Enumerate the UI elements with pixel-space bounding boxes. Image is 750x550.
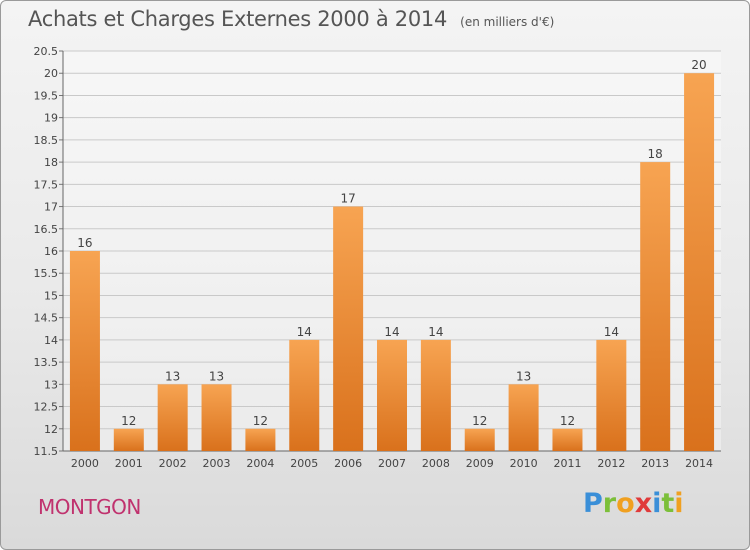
x-tick-label: 2000 <box>71 457 99 470</box>
y-tick-label: 19.5 <box>34 89 59 102</box>
y-tick-label: 18.5 <box>34 134 59 147</box>
y-tick-label: 20 <box>44 67 58 80</box>
data-label: 18 <box>648 147 663 161</box>
y-tick-label: 15.5 <box>34 267 59 280</box>
x-tick-label: 2006 <box>334 457 362 470</box>
x-tick-label: 2007 <box>378 457 406 470</box>
y-tick-label: 15 <box>44 289 58 302</box>
bar <box>333 206 364 451</box>
bar <box>289 339 320 451</box>
bar <box>552 428 583 451</box>
bar <box>377 339 407 451</box>
data-label: 14 <box>428 325 443 339</box>
data-label: 12 <box>253 414 268 428</box>
bar <box>684 73 715 451</box>
x-tick-label: 2010 <box>510 457 538 470</box>
y-tick-label: 18 <box>44 156 58 169</box>
bar <box>640 162 671 451</box>
y-tick-label: 13 <box>44 378 58 391</box>
chart-unit: (en milliers d'€) <box>460 15 555 29</box>
x-tick-label: 2013 <box>641 457 669 470</box>
chart-title-text: Achats et Charges Externes 2000 à 2014 <box>28 7 448 31</box>
x-tick-label: 2008 <box>422 457 450 470</box>
bar <box>508 384 539 451</box>
data-label: 12 <box>121 414 136 428</box>
y-tick-label: 14.5 <box>34 312 59 325</box>
y-tick-label: 13.5 <box>34 356 59 369</box>
data-label: 17 <box>340 192 355 206</box>
data-label: 12 <box>472 414 487 428</box>
x-tick-label: 2014 <box>685 457 713 470</box>
y-tick-label: 16 <box>44 245 58 258</box>
data-label: 12 <box>560 414 575 428</box>
bar <box>596 339 627 451</box>
data-label: 20 <box>691 58 706 72</box>
y-tick-label: 16.5 <box>34 223 59 236</box>
data-label: 13 <box>165 369 180 383</box>
data-label: 14 <box>384 325 399 339</box>
y-tick-label: 14 <box>44 334 58 347</box>
y-tick-label: 12 <box>44 423 58 436</box>
x-tick-label: 2011 <box>553 457 581 470</box>
data-label: 14 <box>604 325 619 339</box>
y-tick-label: 19 <box>44 112 58 125</box>
x-tick-label: 2009 <box>466 457 494 470</box>
x-tick-label: 2001 <box>115 457 143 470</box>
bar <box>245 428 276 451</box>
y-tick-label: 12.5 <box>34 401 59 414</box>
x-tick-label: 2004 <box>246 457 274 470</box>
y-tick-label: 20.5 <box>34 45 59 58</box>
x-tick-label: 2002 <box>159 457 187 470</box>
bar <box>69 251 100 451</box>
bar <box>113 428 144 451</box>
proxiti-logo[interactable]: Proxiti <box>583 488 684 519</box>
bar <box>157 384 188 451</box>
data-label: 16 <box>77 236 92 250</box>
y-tick-label: 17.5 <box>34 178 59 191</box>
y-tick-label: 11.5 <box>34 445 59 458</box>
data-label: 13 <box>516 369 531 383</box>
bar <box>201 384 232 451</box>
bar <box>420 339 451 451</box>
x-tick-label: 2003 <box>203 457 231 470</box>
place-name: MONTGON <box>38 495 141 519</box>
data-label: 13 <box>209 369 224 383</box>
bar <box>464 428 495 451</box>
x-tick-label: 2012 <box>597 457 625 470</box>
data-label: 14 <box>297 325 312 339</box>
chart-title: Achats et Charges Externes 2000 à 2014 (… <box>28 7 554 31</box>
y-tick-label: 17 <box>44 201 58 214</box>
x-tick-label: 2005 <box>290 457 318 470</box>
